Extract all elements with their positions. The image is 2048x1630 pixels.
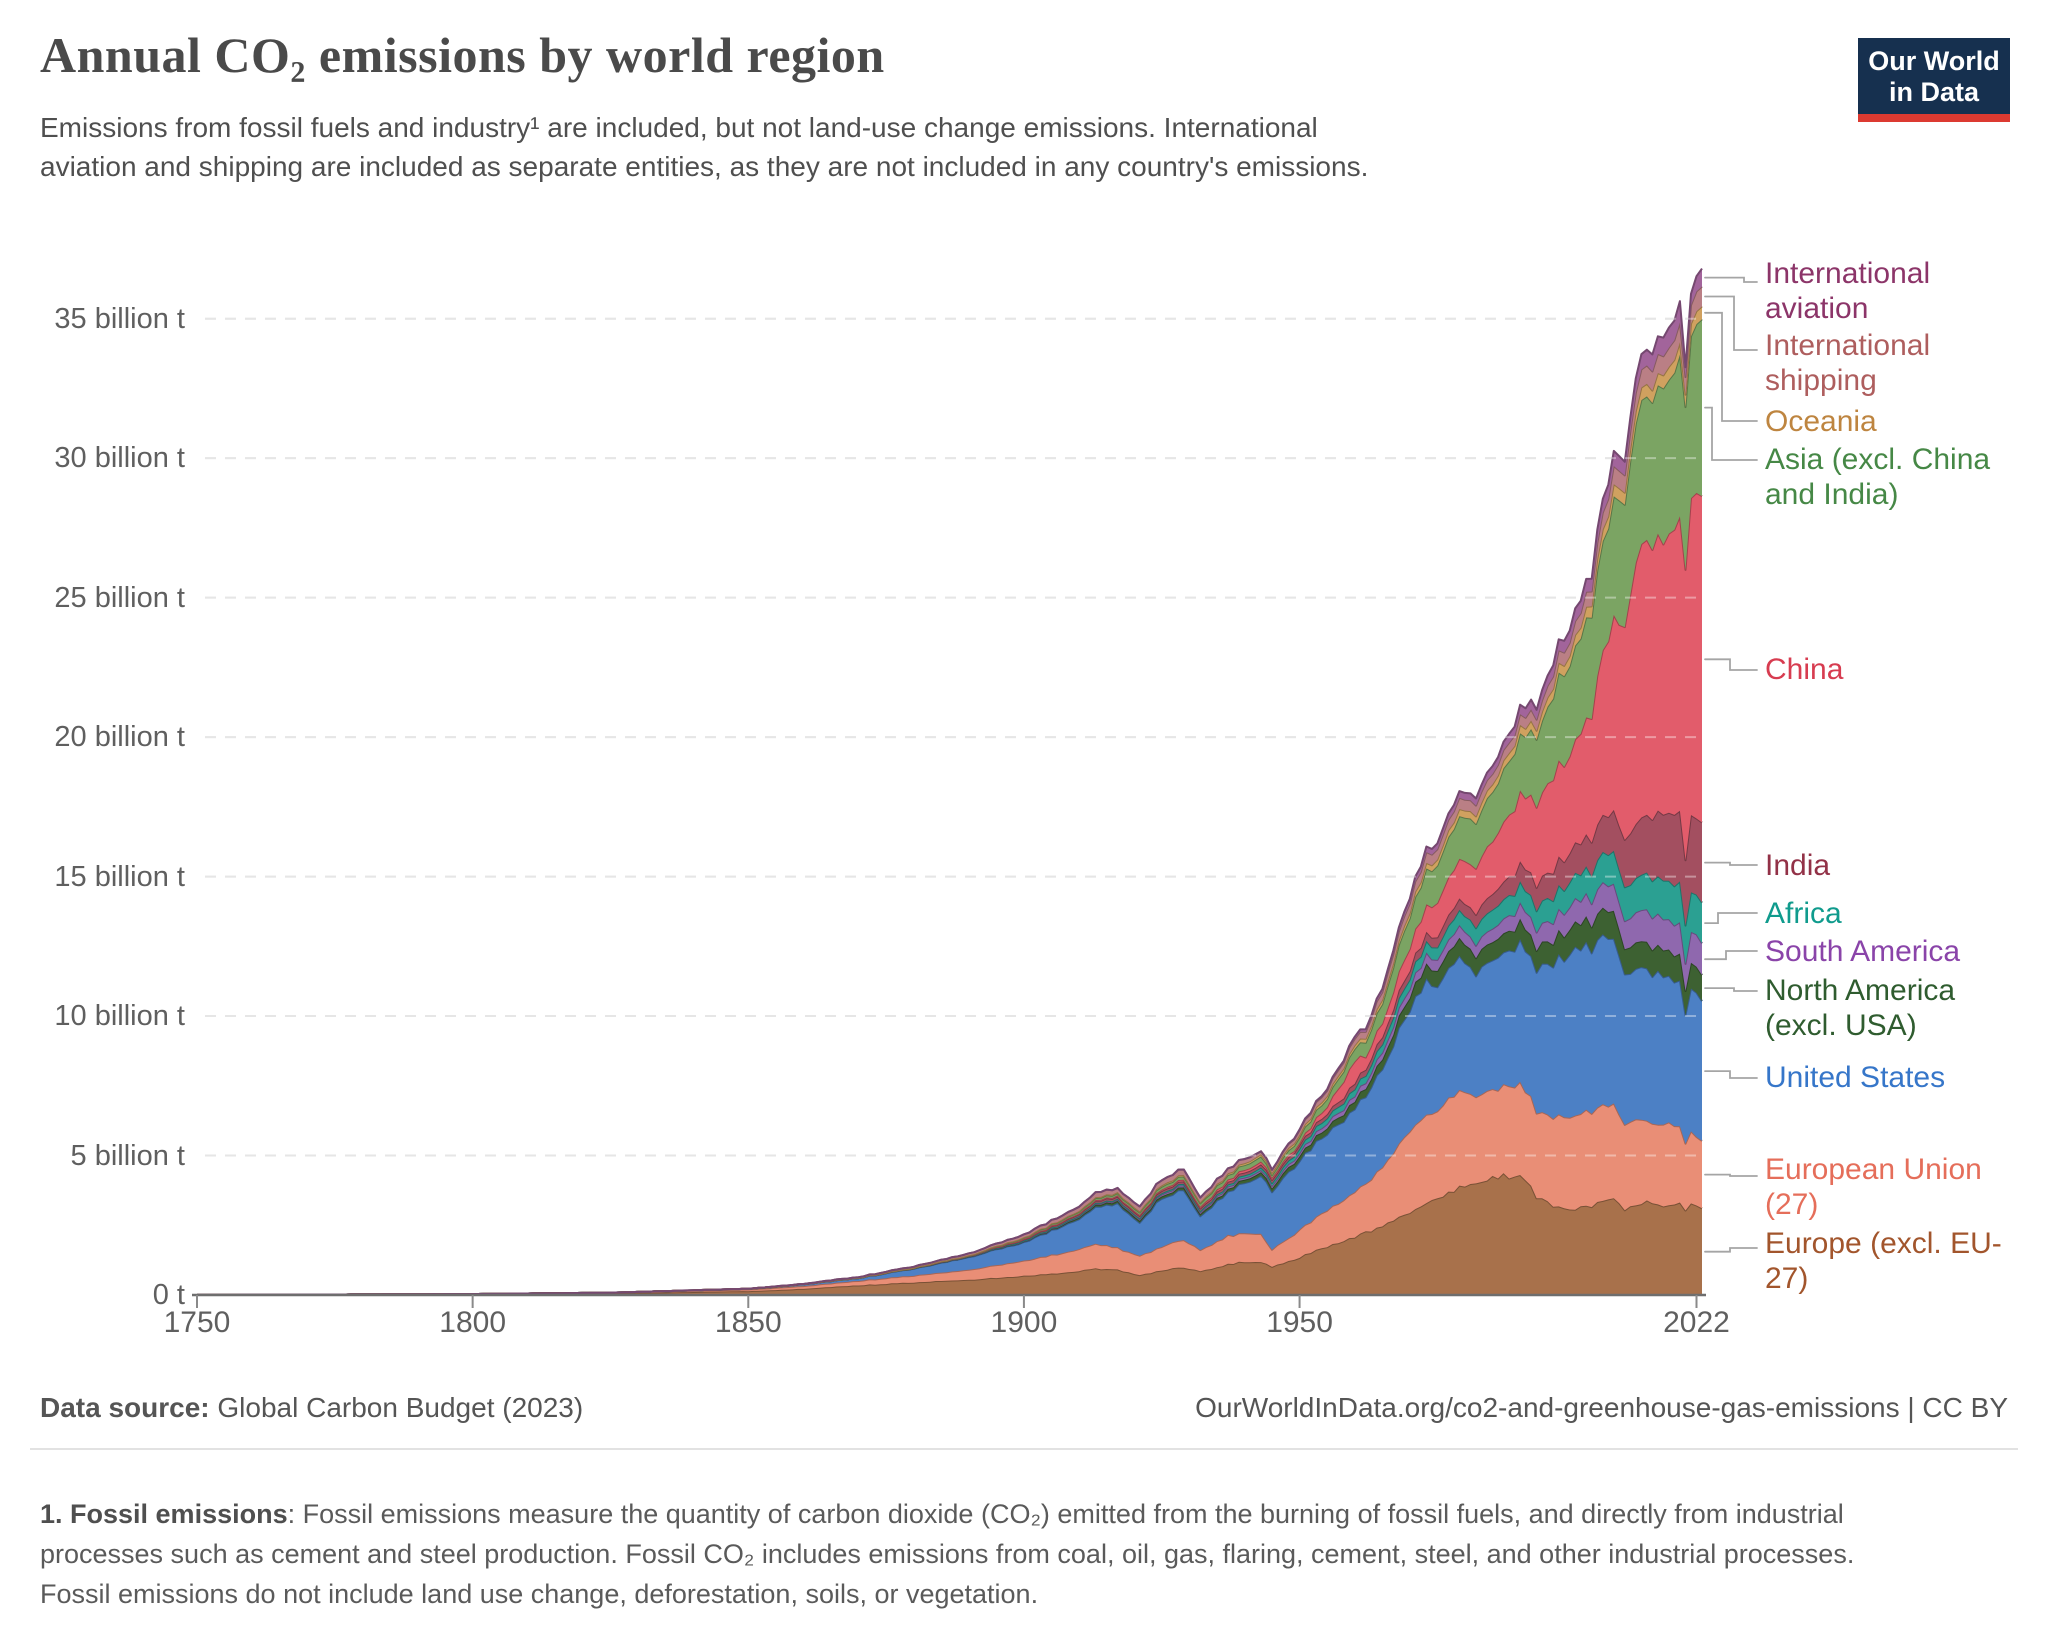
legend-item-oceania[interactable]: Oceania <box>1765 405 1877 438</box>
owid-logo-line1: Our World <box>1868 46 2000 76</box>
page-subtitle: Emissions from fossil fuels and industry… <box>40 112 1369 182</box>
y-axis-tick-label: 35 billion t <box>54 302 185 335</box>
footnote-bold: 1. Fossil emissions <box>40 1499 288 1529</box>
footer-divider <box>30 1448 2018 1450</box>
owid-logo-line2: in Data <box>1888 77 1980 107</box>
y-axis-tick-label: 20 billion t <box>54 721 185 754</box>
x-axis-tick-label: 2022 <box>1663 1306 1730 1339</box>
footnote-text: : Fossil emissions measure the quantity … <box>40 1499 1855 1609</box>
page-title: Annual CO₂ emissions by world region <box>40 27 885 83</box>
x-axis-tick-label: 1900 <box>990 1306 1058 1339</box>
owid-logo[interactable]: Our World in Data <box>1858 38 2010 122</box>
footer-link[interactable]: OurWorldInData.org/co2-and-greenhouse-ga… <box>1195 1392 2008 1423</box>
legend-item-india[interactable]: India <box>1765 849 1831 882</box>
x-axis-tick-label: 1750 <box>163 1306 231 1339</box>
y-axis-tick-label: 10 billion t <box>54 1000 185 1033</box>
x-axis-tick-label: 1850 <box>714 1306 782 1339</box>
legend-item-asia-excl-china-india[interactable]: Asia (excl. China and India) <box>1765 443 1991 511</box>
legend-item-north-america-excl-usa[interactable]: North America (excl. USA) <box>1765 974 1956 1042</box>
data-source-line: Data source: Global Carbon Budget (2023) <box>40 1392 583 1424</box>
legend-item-europe-excl-eu27[interactable]: Europe (excl. EU-27) <box>1765 1227 2002 1295</box>
x-axis-tick-label: 1950 <box>1266 1306 1333 1339</box>
y-axis-tick-label: 30 billion t <box>54 442 185 475</box>
legend-item-africa[interactable]: Africa <box>1765 897 1842 930</box>
legend-item-united-states[interactable]: United States <box>1765 1061 1946 1094</box>
legend-item-european-union-27[interactable]: European Union (27) <box>1765 1153 1982 1221</box>
legend-item-international-shipping[interactable]: International shipping <box>1765 329 1931 397</box>
legend-item-international-aviation[interactable]: International aviation <box>1765 257 1931 325</box>
y-axis-tick-label: 15 billion t <box>54 860 185 893</box>
legend-item-china[interactable]: China <box>1765 653 1844 686</box>
y-axis-tick-label: 25 billion t <box>54 581 185 614</box>
data-source-label: Data source: <box>40 1392 210 1423</box>
y-axis-tick-label: 5 billion t <box>70 1139 185 1172</box>
data-source-value: Global Carbon Budget (2023) <box>209 1392 584 1423</box>
legend-item-south-america[interactable]: South America <box>1765 935 1961 968</box>
y-axis-tick-label: 0 t <box>152 1279 185 1311</box>
x-axis-tick-label: 1800 <box>439 1306 507 1339</box>
footnote: 1. Fossil emissions: Fossil emissions me… <box>40 1494 1930 1614</box>
